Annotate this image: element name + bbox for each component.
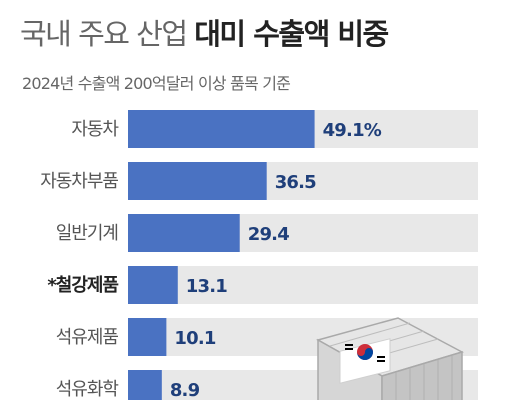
container-illustration [316,317,464,400]
value-label: 49.1% [323,120,382,141]
value-label: 29.4 [248,224,289,245]
bar-track [128,266,478,304]
chart-title: 국내 주요 산업 대미 수출액 비중 [20,14,389,54]
chart-subtitle: 2024년 수출액 200억달러 이상 품목 기준 [22,74,291,93]
bar [128,370,162,400]
korean-flag-icon [339,338,391,384]
title-light: 국내 주요 산업 [20,17,188,51]
bar [128,110,315,148]
category-label: 석유제품 [56,327,119,348]
value-label: 36.5 [275,172,316,193]
category-label: 자동차 [71,119,119,140]
bar [128,266,178,304]
bar [128,162,267,200]
bar [128,214,240,252]
value-label: 8.9 [170,380,200,400]
category-label: 일반기계 [56,223,118,244]
value-label: 13.1 [186,276,227,297]
title-bold: 대미 수출액 비중 [194,17,389,51]
category-label: 자동차부품 [40,171,118,192]
value-label: 10.1 [174,328,215,349]
bar [128,318,167,356]
category-label: 석유화학 [56,379,119,400]
category-label: *철강제품 [47,275,118,296]
